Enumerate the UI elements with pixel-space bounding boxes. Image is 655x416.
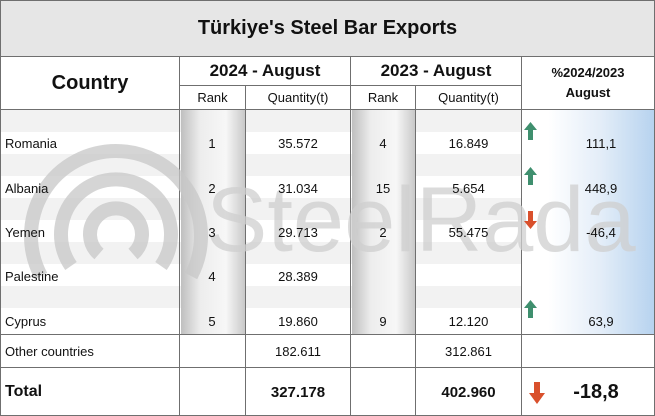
divider bbox=[415, 110, 416, 334]
country-cell: Palestine bbox=[5, 269, 59, 284]
rank-2023-shading bbox=[352, 110, 415, 334]
quantity-2024-header: Quantity(t) bbox=[267, 90, 329, 105]
period-2023-header: 2023 - August Rank Quantity(t) bbox=[351, 57, 522, 110]
country-cell: Cyprus bbox=[5, 314, 47, 329]
pct-change-cell: 63,9 bbox=[588, 314, 614, 329]
total-label: Total bbox=[5, 383, 43, 400]
up-arrow-icon bbox=[524, 122, 537, 140]
other-qty-2023: 312.861 bbox=[445, 343, 492, 359]
down-arrow-icon bbox=[524, 211, 537, 229]
quantity-2023-cell: 16.849 bbox=[448, 136, 489, 151]
row-band bbox=[1, 242, 522, 264]
quantity-2024-cell: 29.713 bbox=[278, 225, 318, 240]
other-countries-row: Other countries 182.611 312.861 bbox=[1, 334, 654, 367]
pct-change-header-line1: %2024/2023 bbox=[551, 65, 625, 80]
total-qty-2023: 402.960 bbox=[441, 383, 496, 401]
period-2023-title: 2023 - August bbox=[351, 57, 521, 86]
rank-2024-cell: 4 bbox=[208, 269, 216, 284]
rank-2023-header: Rank bbox=[351, 86, 416, 109]
rank-2023-cell: 9 bbox=[379, 314, 387, 329]
rank-2024-cell: 5 bbox=[208, 314, 216, 329]
rank-2024-header: Rank bbox=[180, 86, 246, 109]
pct-change-cell: -46,4 bbox=[586, 225, 616, 240]
rank-2024-cell: 3 bbox=[208, 225, 216, 240]
divider bbox=[521, 110, 522, 334]
country-header: Country bbox=[1, 57, 180, 110]
total-change: -18,8 bbox=[573, 380, 619, 403]
rank-2023-cell: 4 bbox=[379, 136, 387, 151]
quantity-2023-cell: 55.475 bbox=[448, 225, 489, 240]
pct-change-gradient bbox=[522, 110, 654, 334]
other-qty-2024: 182.611 bbox=[274, 343, 322, 359]
quantity-2023-header: Quantity(t) bbox=[438, 90, 499, 105]
row-band bbox=[1, 110, 522, 132]
table-row: Albania 2 31.034 15 5.654 448,9 bbox=[1, 167, 654, 199]
quantity-2024-cell: 35.572 bbox=[278, 136, 318, 151]
divider bbox=[245, 110, 246, 334]
table-row: Palestine 4 28.389 bbox=[1, 267, 654, 287]
total-down-arrow-icon bbox=[529, 382, 545, 404]
table-row: Yemen 3 29.713 2 55.475 -46,4 bbox=[1, 211, 654, 243]
rank-2024-cell: 1 bbox=[208, 136, 216, 151]
total-row: Total 327.178 402.960 -18,8 bbox=[1, 367, 654, 416]
up-arrow-icon bbox=[524, 167, 537, 185]
quantity-2024-cell: 31.034 bbox=[278, 181, 318, 196]
rank-2023-cell: 2 bbox=[379, 225, 387, 240]
table-title: Türkiye's Steel Bar Exports bbox=[1, 1, 654, 57]
period-2024-header: 2024 - August Rank Quantity(t) bbox=[180, 57, 351, 110]
period-2024-title: 2024 - August bbox=[180, 57, 350, 86]
pct-change-cell: 448,9 bbox=[584, 181, 618, 196]
quantity-2024-cell: 28.389 bbox=[278, 269, 318, 284]
country-cell: Yemen bbox=[5, 225, 45, 240]
pct-change-header-line2: August bbox=[565, 85, 611, 100]
quantity-2023-cell: 12.120 bbox=[448, 314, 489, 329]
row-band bbox=[1, 198, 522, 220]
row-band bbox=[1, 154, 522, 176]
rank-2023-cell: 15 bbox=[375, 181, 391, 196]
pct-change-header: %2024/2023 August bbox=[522, 57, 654, 110]
row-band bbox=[1, 286, 522, 308]
total-qty-2024: 327.178 bbox=[270, 383, 326, 401]
divider bbox=[350, 110, 351, 334]
rank-2024-cell: 2 bbox=[208, 181, 216, 196]
quantity-2023-cell: 5.654 bbox=[452, 181, 485, 196]
country-cell: Romania bbox=[5, 136, 58, 151]
table-row: Romania 1 35.572 4 16.849 111,1 bbox=[1, 122, 654, 154]
quantity-2024-cell: 19.860 bbox=[278, 314, 318, 329]
other-countries-label: Other countries bbox=[5, 343, 94, 359]
up-arrow-icon bbox=[524, 300, 537, 318]
table-row: Cyprus 5 19.860 9 12.120 63,9 bbox=[1, 300, 654, 332]
pct-change-cell: 111,1 bbox=[585, 136, 617, 151]
country-cell: Albania bbox=[5, 181, 49, 196]
